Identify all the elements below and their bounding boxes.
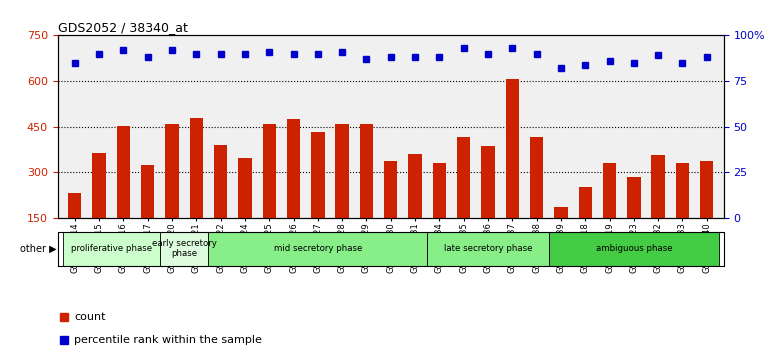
Bar [457, 137, 470, 218]
Text: count: count [75, 312, 106, 322]
Text: late secretory phase: late secretory phase [444, 244, 532, 253]
Bar [336, 124, 349, 218]
Bar [384, 161, 397, 218]
Bar [141, 165, 154, 218]
Bar [92, 153, 105, 218]
Text: proliferative phase: proliferative phase [71, 244, 152, 253]
Text: GDS2052 / 38340_at: GDS2052 / 38340_at [58, 21, 188, 34]
Bar [676, 163, 689, 218]
Bar [360, 124, 373, 218]
Text: percentile rank within the sample: percentile rank within the sample [75, 335, 263, 346]
Bar [554, 207, 567, 218]
Bar [263, 124, 276, 218]
Bar [311, 132, 324, 218]
Text: mid secretory phase: mid secretory phase [273, 244, 362, 253]
Bar [433, 163, 446, 218]
Bar [628, 177, 641, 218]
Bar [408, 154, 422, 218]
Bar [68, 193, 82, 218]
Bar [578, 187, 592, 218]
Bar [117, 126, 130, 218]
Bar [62, 232, 160, 266]
Bar [549, 232, 719, 266]
Bar [214, 145, 227, 218]
Bar [166, 124, 179, 218]
Bar [651, 155, 665, 218]
Bar [238, 159, 252, 218]
Bar [287, 119, 300, 218]
Text: early secretory
phase: early secretory phase [152, 239, 216, 258]
Bar [506, 79, 519, 218]
Bar [700, 161, 714, 218]
Text: ambiguous phase: ambiguous phase [595, 244, 672, 253]
Bar [603, 163, 616, 218]
Text: other ▶: other ▶ [20, 244, 56, 254]
Bar [209, 232, 427, 266]
Bar [160, 232, 209, 266]
Bar [530, 137, 544, 218]
Bar [481, 146, 494, 218]
Bar [189, 118, 203, 218]
Bar [427, 232, 549, 266]
